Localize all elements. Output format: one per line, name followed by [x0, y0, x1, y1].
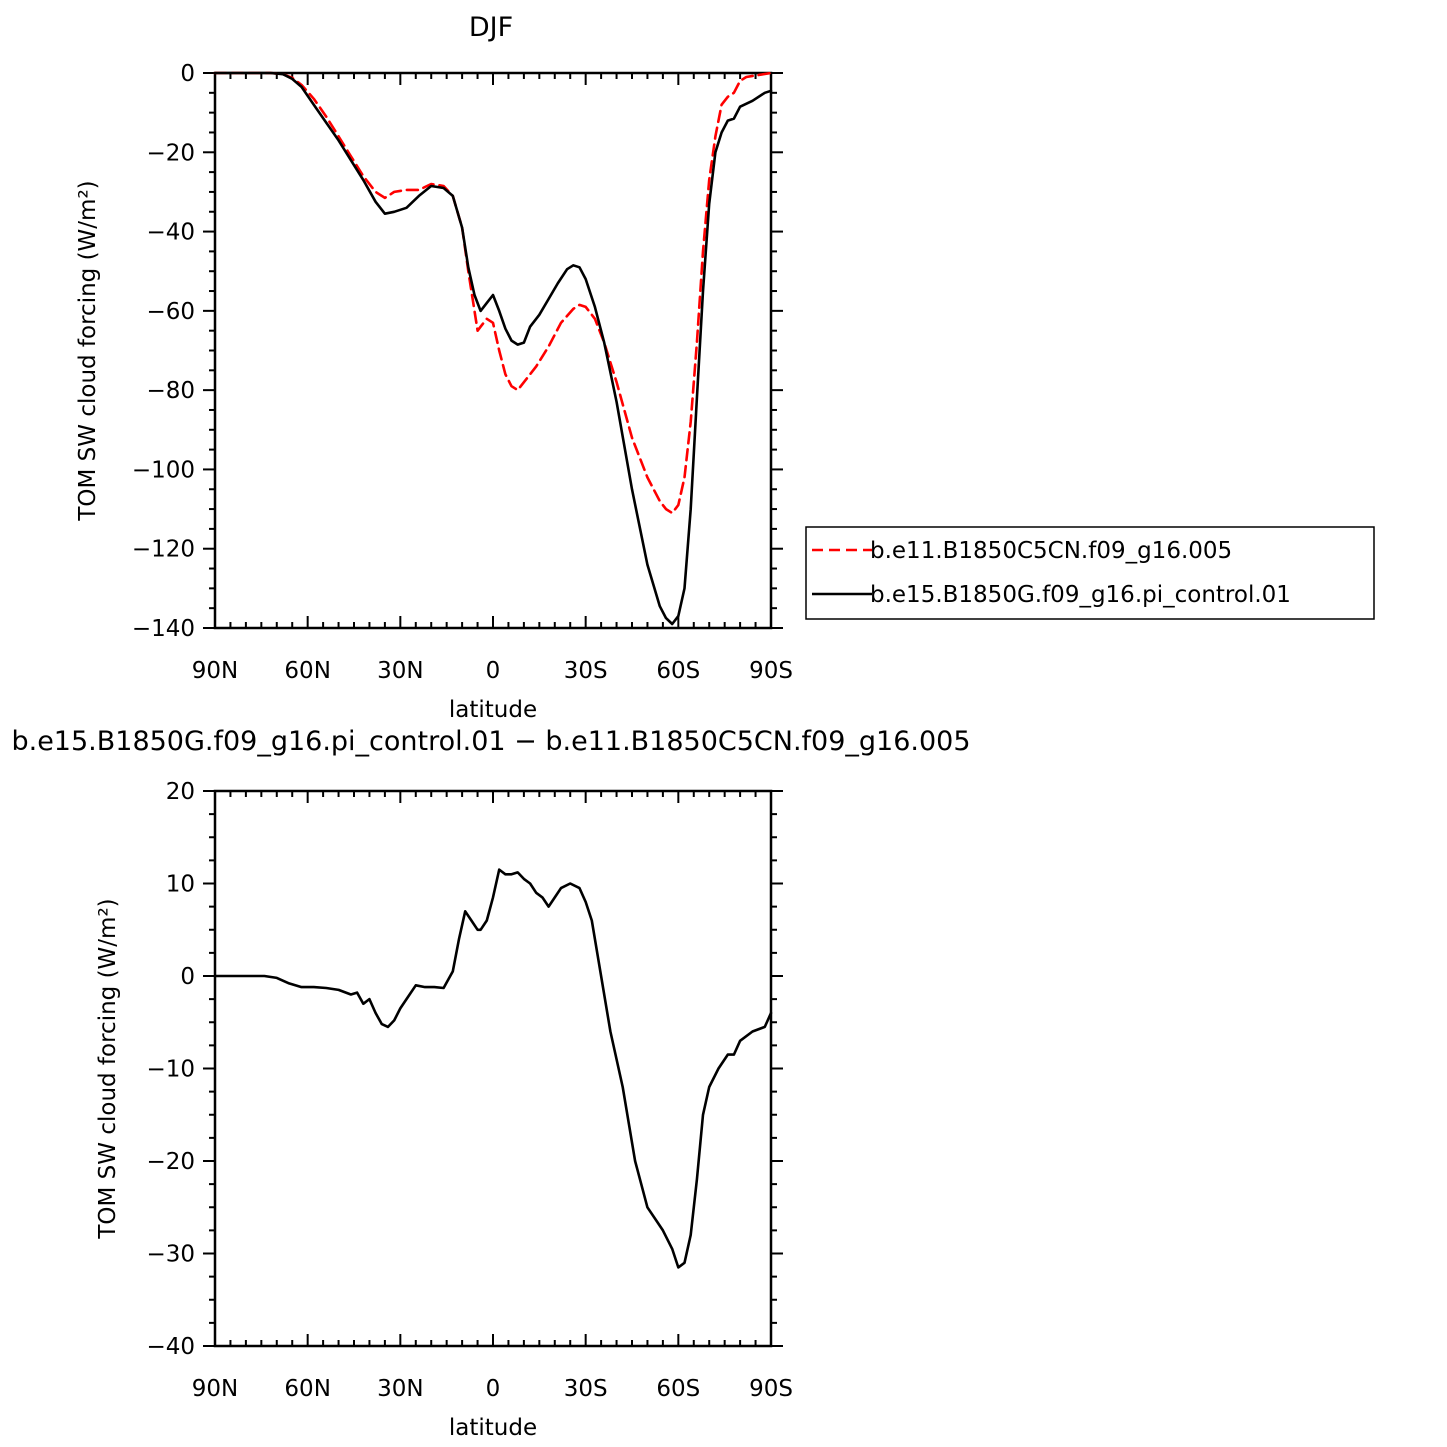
panel1-series-line-2 — [213, 71, 773, 626]
panel2-x-tick-label: 30N — [377, 1376, 423, 1402]
panel1-y-tick-label: −60 — [146, 299, 195, 325]
panel1-x-tick-label: 30N — [377, 658, 423, 684]
panel1-x-tick-label: 60N — [284, 658, 330, 684]
panel1-legend-label-1: b.e11.B1850C5CN.f09_g16.005 — [870, 538, 1232, 564]
panel2-y-tick-label: −30 — [146, 1242, 195, 1268]
panel1-x-tick-label: 0 — [486, 658, 501, 684]
panel1-x-tick-label: 30S — [564, 658, 608, 684]
panel2-y-tick-label: −20 — [146, 1149, 195, 1175]
panel1-x-tick-label: 90N — [192, 658, 238, 684]
panel1-x-tick-label: 90S — [749, 658, 793, 684]
panel2-plot-frame — [213, 789, 773, 1348]
top-panel-djf: 90N 60N 30N 0 30S 60S 90S 0 −20 −40 −60 −80 −100 −120… — [75, 12, 1375, 723]
panel2-x-tick-label: 60S — [656, 1376, 700, 1402]
panel2-plot-title: b.e15.B1850G.f09_g16.pi_control.01 − b.e… — [11, 726, 970, 757]
panel2-y-tick-label: −10 — [146, 1057, 195, 1083]
panel2-y-tick-label: 0 — [180, 964, 195, 990]
panel1-y-tick-label: −40 — [146, 220, 195, 246]
panel2-x-axis-title: latitude — [449, 1415, 537, 1441]
panel1-legend-label-2: b.e15.B1850G.f09_g16.pi_control.01 — [870, 582, 1291, 608]
panel2-y-axis-title: TOM SW cloud forcing (W/m²) — [95, 898, 121, 1239]
panel2-x-tick-label: 60N — [284, 1376, 330, 1402]
panel1-y-tick-label: −80 — [146, 378, 195, 404]
panel2-x-tick-label: 90S — [749, 1376, 793, 1402]
panel1-legend-box — [805, 526, 1375, 620]
panel1-y-tick-label: −100 — [132, 457, 195, 483]
panel1-y-tick-label: −20 — [146, 140, 195, 166]
bottom-panel-difference: 90N 60N 30N 0 30S 60S 90S 20 10 0 −10 −20 −30 −40 lati… — [11, 726, 970, 1441]
panel1-y-tick-label: −140 — [132, 616, 195, 642]
panel2-y-tick-label: 20 — [166, 779, 195, 805]
panel1-y-tick-label: 0 — [180, 61, 195, 87]
panel2-y-tick-label: −40 — [146, 1334, 195, 1360]
panel2-x-tick-label: 0 — [486, 1376, 501, 1402]
panel1-x-tick-label: 60S — [656, 658, 700, 684]
panel1-series-line-1 — [213, 71, 773, 515]
panel1-y-axis-title: TOM SW cloud forcing (W/m²) — [75, 180, 101, 521]
panel2-x-tick-label: 30S — [564, 1376, 608, 1402]
panel1-y-tick-label: −120 — [132, 537, 195, 563]
panel2-series-line-1 — [213, 868, 773, 1269]
panel2-x-tick-label: 90N — [192, 1376, 238, 1402]
panel1-plot-title: DJF — [469, 12, 513, 43]
panel2-y-tick-label: 10 — [166, 872, 195, 898]
panel1-x-axis-title: latitude — [449, 697, 537, 723]
